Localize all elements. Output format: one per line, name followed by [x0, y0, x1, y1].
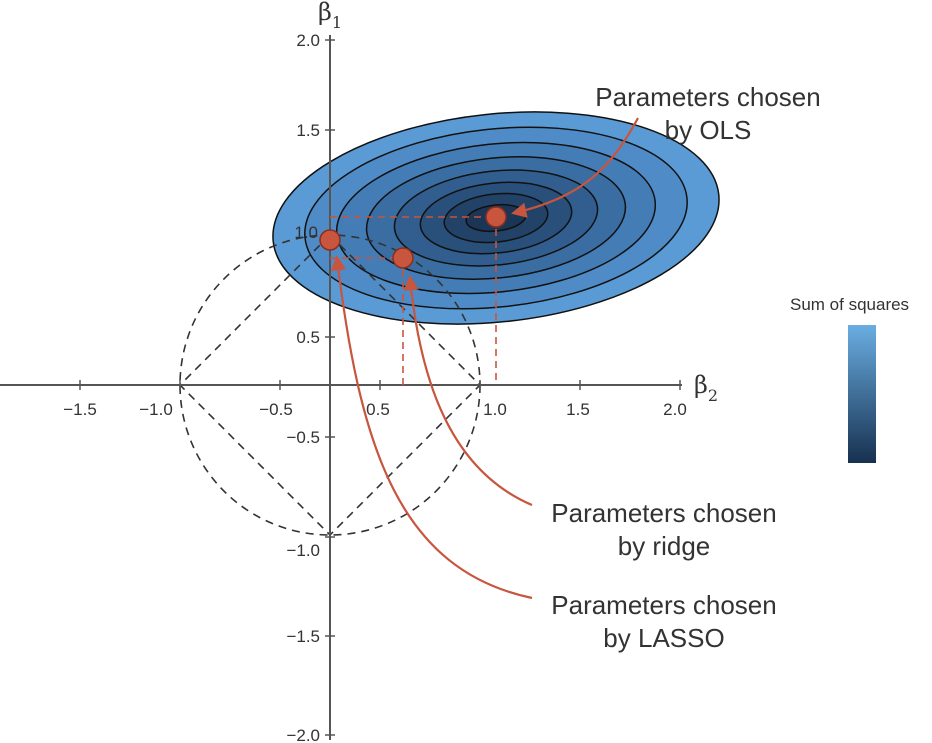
- y-tick-label: 1.5: [296, 121, 320, 140]
- y-tick-label: 2.0: [296, 31, 320, 50]
- y-axis: [325, 35, 335, 740]
- annotation-arrows: [330, 117, 639, 600]
- ridge-annotation-line1: Parameters chosen: [551, 498, 776, 528]
- y-tick-labels: 2.0 1.5 1.0 0.5 −0.5 −1.0 −1.5 −2.0: [286, 31, 320, 743]
- y-tick-label: −2.0: [286, 726, 320, 743]
- x-axis-subscript: 2: [708, 386, 718, 405]
- y-tick-label: −1.5: [286, 627, 320, 646]
- lasso-annotation: Parameters chosen by LASSO: [551, 590, 776, 653]
- x-tick-label: 2.0: [663, 400, 687, 419]
- lasso-point: [319, 229, 341, 251]
- lasso-annotation-line1: Parameters chosen: [551, 590, 776, 620]
- svg-text:β2: β2: [694, 371, 718, 405]
- svg-text:β1: β1: [318, 0, 342, 32]
- legend-color-bar: [848, 325, 876, 463]
- ridge-annotation-line2: by ridge: [618, 531, 711, 561]
- ridge-arrow: [403, 274, 533, 507]
- ols-annotation-line2: by OLS: [665, 115, 752, 145]
- color-legend: Sum of squares: [790, 295, 909, 463]
- x-tick-label: 1.5: [566, 400, 590, 419]
- x-tick-label: −1.0: [139, 400, 173, 419]
- y-tick-label: 1.0: [294, 223, 318, 242]
- ols-annotation: Parameters chosen by OLS: [595, 82, 820, 145]
- y-axis-subscript: 1: [332, 13, 342, 32]
- ridge-point: [392, 247, 414, 269]
- y-tick-label: −1.0: [286, 541, 320, 560]
- lasso-arrow: [330, 254, 533, 600]
- x-axis-title: β2: [694, 371, 718, 405]
- x-tick-label: −0.5: [259, 400, 293, 419]
- x-axis-symbol: β: [694, 371, 708, 399]
- x-tick-label: 1.0: [483, 400, 507, 419]
- ols-arrow: [510, 117, 639, 218]
- y-tick-label: 0.5: [296, 328, 320, 347]
- ols-annotation-line1: Parameters chosen: [595, 82, 820, 112]
- x-tick-label: −1.5: [63, 400, 97, 419]
- y-tick-label: −0.5: [286, 428, 320, 447]
- x-tick-labels: −1.5 −1.0 −0.5 0.5 1.0 1.5 2.0: [63, 400, 687, 419]
- lasso-annotation-line2: by LASSO: [603, 623, 724, 653]
- ols-point: [485, 206, 507, 228]
- y-axis-symbol: β: [318, 0, 332, 26]
- legend-title: Sum of squares: [790, 295, 909, 314]
- y-axis-title: β1: [318, 0, 342, 32]
- x-axis: [0, 380, 682, 390]
- ridge-annotation: Parameters chosen by ridge: [551, 498, 776, 561]
- x-tick-label: 0.5: [366, 400, 390, 419]
